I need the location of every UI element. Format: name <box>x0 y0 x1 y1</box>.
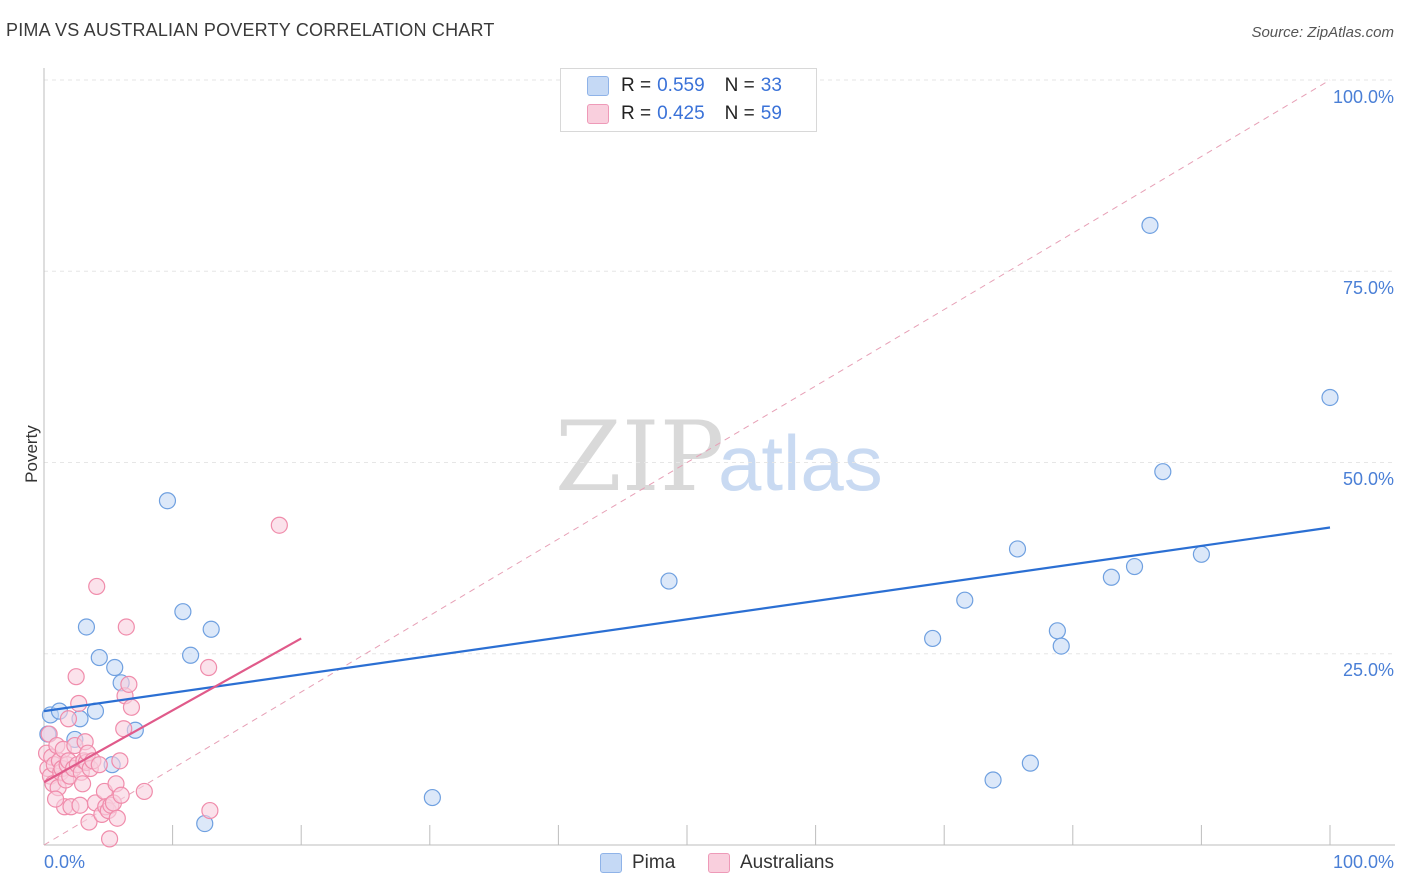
legend-row-pima: R = 0.559 N = 33 <box>587 73 782 99</box>
pima-point <box>984 771 1002 789</box>
pima-point <box>1192 545 1211 563</box>
pima-point <box>1008 540 1027 558</box>
legend-n-label: N = <box>724 103 755 124</box>
x-tick-label: 0.0% <box>44 852 86 872</box>
watermark-zip: ZIP <box>555 401 724 513</box>
australians-point <box>200 658 218 677</box>
australians-point <box>59 710 78 728</box>
pima-point <box>956 591 974 609</box>
australians-point <box>70 694 88 713</box>
pima-point <box>660 572 678 590</box>
pima-point <box>202 620 220 638</box>
legend-row-australians: R = 0.425 N = 59 <box>587 101 782 127</box>
x-tick-label: 100.0% <box>1332 852 1394 872</box>
legend-r-value: 0.559 <box>657 75 705 96</box>
y-tick-label: 100.0% <box>1332 87 1394 107</box>
bottom-legend-pima: Pima <box>600 852 675 874</box>
pima-point <box>1102 568 1120 586</box>
legend-r-value: 0.425 <box>657 103 705 124</box>
australians-point <box>108 809 126 827</box>
australians-point <box>46 790 65 808</box>
y-tick-label: 50.0% <box>1342 469 1394 489</box>
bottom-legend-australians: Australians <box>708 852 834 874</box>
pima-point <box>1154 463 1172 481</box>
australians-point <box>112 786 130 804</box>
chart-title: PIMA VS AUSTRALIAN POVERTY CORRELATION C… <box>6 20 495 40</box>
australians-point <box>122 698 141 716</box>
pima-point <box>1125 557 1144 576</box>
correlation-legend: R = 0.559 N = 33 R = 0.425 N = 59 <box>560 68 817 132</box>
pima-swatch-icon <box>587 76 609 96</box>
pima-point <box>1052 637 1070 655</box>
australians-point <box>117 618 135 636</box>
legend-n-value: 33 <box>760 75 782 96</box>
australians-point <box>80 813 98 831</box>
legend-r-label: R = <box>621 75 652 96</box>
y-axis-label: Poverty <box>22 425 41 483</box>
source-note: Source: ZipAtlas.com <box>1251 24 1394 41</box>
australians-point <box>135 782 153 801</box>
australians-point <box>90 756 108 774</box>
pima-point <box>174 603 192 621</box>
legend-r-label: R = <box>621 103 652 124</box>
pima-point <box>1048 622 1066 640</box>
bottom-legend-label: Australians <box>740 852 834 873</box>
pima-point <box>77 618 96 636</box>
australians-point <box>201 801 219 820</box>
pima-point <box>1321 388 1339 407</box>
australians-trend-line <box>43 637 302 784</box>
australians-point <box>88 577 106 596</box>
australians-point <box>73 775 92 793</box>
pima-trend-line <box>43 526 1331 713</box>
australians-point <box>71 796 89 814</box>
australians-point <box>100 830 119 848</box>
pima-point <box>182 646 200 664</box>
pima-point <box>1141 216 1159 234</box>
legend-n-value: 59 <box>760 103 782 124</box>
pima-swatch-icon <box>600 853 622 873</box>
australians-point <box>120 675 138 693</box>
pima-point <box>423 788 441 807</box>
legend-n-label: N = <box>724 75 755 96</box>
pima-point <box>1021 754 1039 772</box>
australians-point <box>67 668 85 686</box>
australians-point <box>270 516 288 534</box>
y-tick-label: 75.0% <box>1342 278 1394 298</box>
pima-point <box>924 629 942 648</box>
diagonal-reference-line <box>43 79 1331 846</box>
pima-point <box>90 648 108 667</box>
australians-point <box>111 752 129 770</box>
pima-point <box>106 658 124 677</box>
y-tick-label: 25.0% <box>1342 660 1394 680</box>
australians-swatch-icon <box>587 104 609 124</box>
pima-point <box>158 492 177 510</box>
australians-swatch-icon <box>708 853 730 873</box>
bottom-legend-label: Pima <box>632 852 676 873</box>
